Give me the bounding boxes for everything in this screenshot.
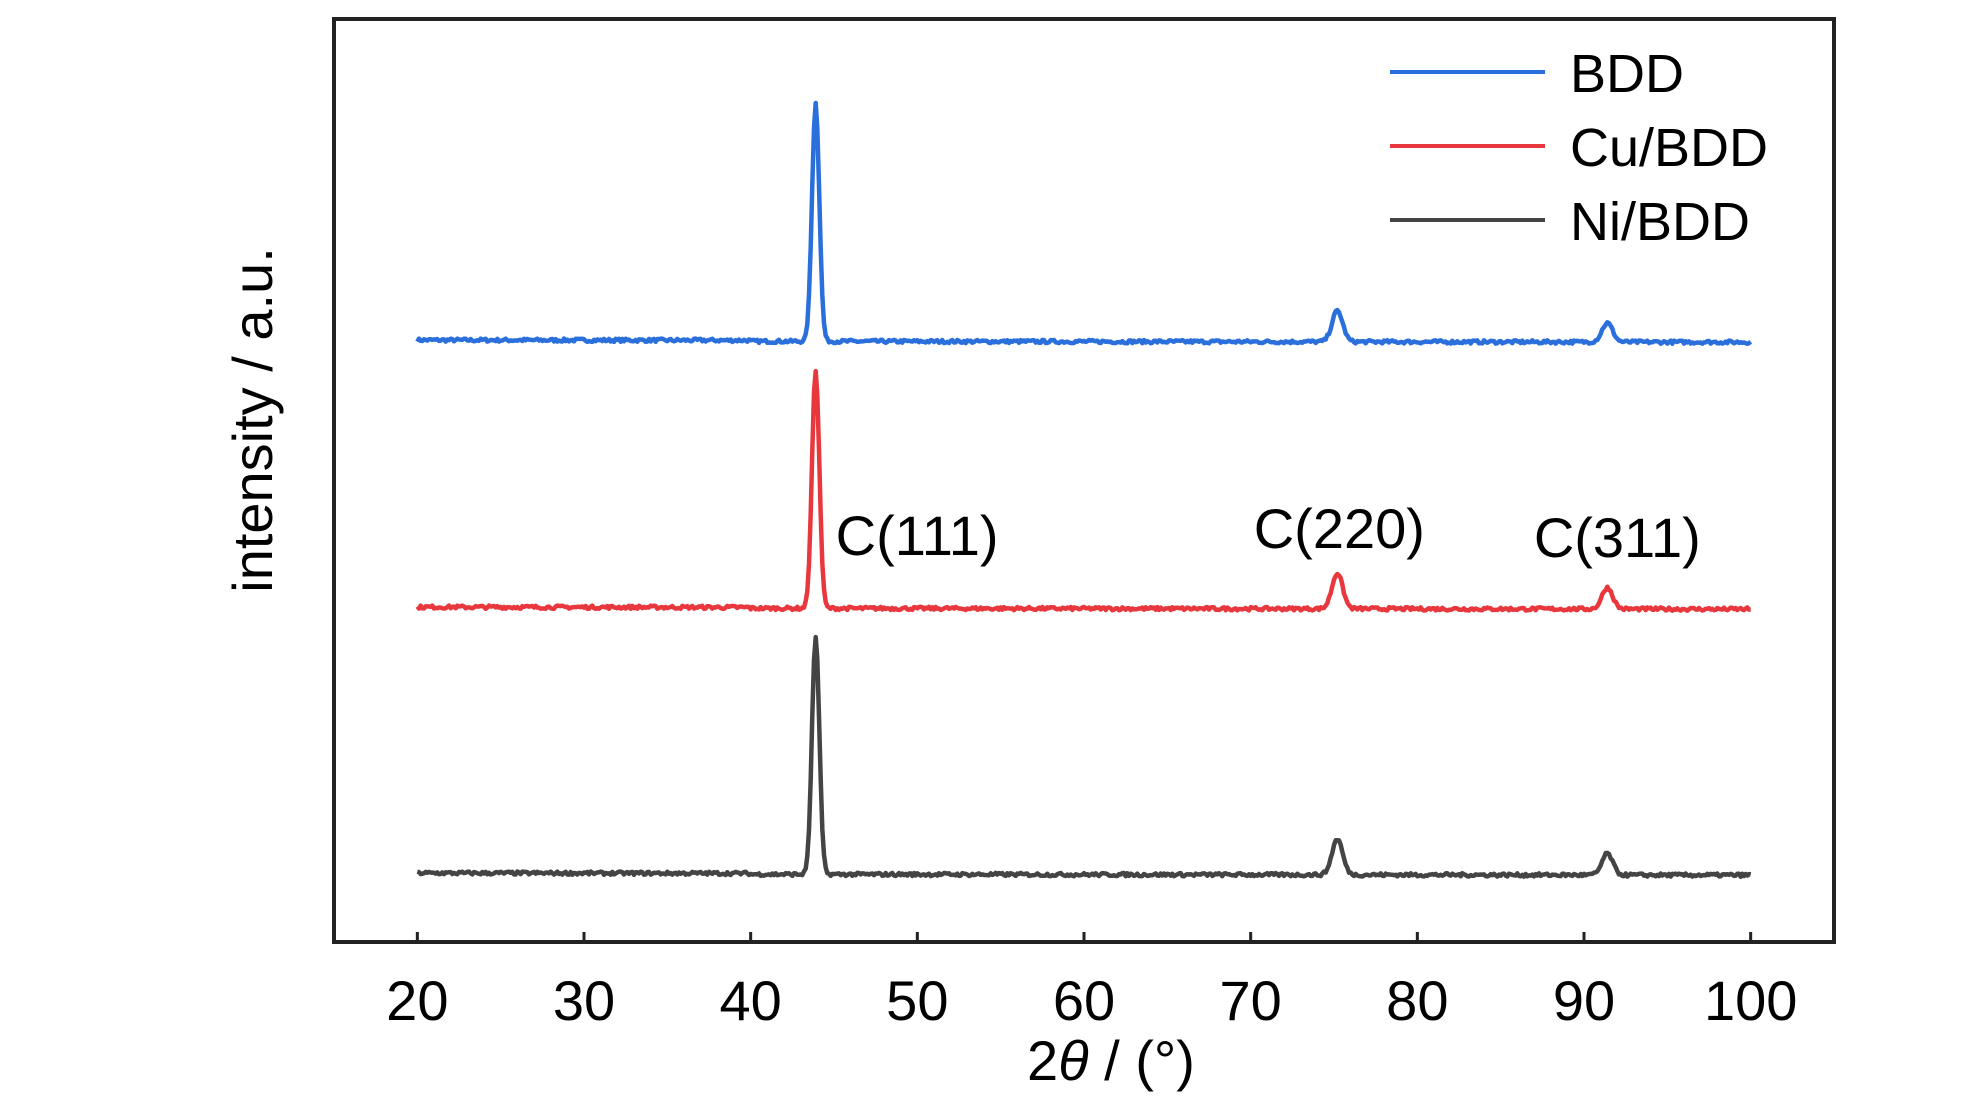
series-line-bdd xyxy=(415,100,1753,347)
legend-label: BDD xyxy=(1570,44,1684,104)
peak-label: C(220) xyxy=(1254,497,1425,560)
legend-label: Ni/BDD xyxy=(1570,192,1750,252)
series-line-cu-bdd xyxy=(415,368,1752,613)
x-axis-title: 2θ / (°) xyxy=(1027,1029,1195,1092)
legend: BDD Cu/BDD Ni/BDD xyxy=(1390,44,1768,252)
x-tick-label: 60 xyxy=(1053,969,1115,1032)
x-tick-label: 100 xyxy=(1704,969,1797,1032)
x-tick-label: 30 xyxy=(553,969,615,1032)
x-tick-label: 50 xyxy=(886,969,948,1032)
peak-label: C(111) xyxy=(836,504,999,567)
x-tick-label: 80 xyxy=(1386,969,1448,1032)
y-axis-title: intensity / a.u. xyxy=(221,247,284,593)
x-axis-title-suffix: / (°) xyxy=(1089,1029,1195,1092)
x-axis-title-prefix: 2 xyxy=(1027,1029,1058,1092)
x-tick-label: 70 xyxy=(1220,969,1282,1032)
legend-label: Cu/BDD xyxy=(1570,118,1768,178)
x-tick-label: 90 xyxy=(1553,969,1615,1032)
x-axis: 20 30 40 50 60 70 80 90 100 xyxy=(386,932,1797,1032)
x-tick-label: 20 xyxy=(386,969,448,1032)
series-line-ni-bdd xyxy=(416,634,1752,880)
peak-label: C(311) xyxy=(1534,506,1701,569)
x-axis-title-symbol: θ xyxy=(1058,1029,1088,1092)
x-tick-label: 40 xyxy=(720,969,782,1032)
series-layer xyxy=(415,100,1753,880)
peak-annotations: C(111) C(220) C(311) xyxy=(836,497,1701,569)
